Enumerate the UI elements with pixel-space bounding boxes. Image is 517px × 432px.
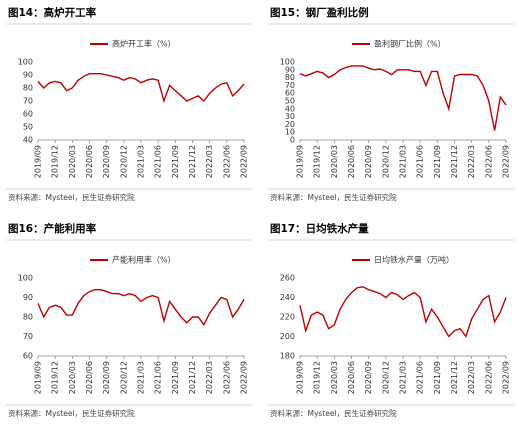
x-tick-label: 2020/09 xyxy=(364,361,373,394)
x-tick-label: 2019/12 xyxy=(313,145,322,178)
x-tick-label: 2020/12 xyxy=(119,361,128,394)
y-tick-label: 90 xyxy=(285,65,295,74)
x-tick-label: 2019/09 xyxy=(34,145,43,178)
x-tick-label: 2020/09 xyxy=(364,145,373,178)
x-tick-label: 2021/09 xyxy=(171,145,180,178)
x-tick-label: 2021/09 xyxy=(433,145,442,178)
x-tick-label: 2019/12 xyxy=(51,145,60,178)
y-tick-label: 80 xyxy=(23,313,33,322)
x-tick-label: 2020/03 xyxy=(68,361,77,394)
chart-title: 图16：产能利用率 xyxy=(8,222,97,235)
x-tick-label: 2021/03 xyxy=(137,145,146,178)
x-tick-label: 2020/03 xyxy=(330,361,339,394)
y-tick-label: 60 xyxy=(23,110,33,119)
y-tick-label: 200 xyxy=(280,332,295,341)
x-tick-label: 2021/12 xyxy=(450,145,459,178)
chart-title: 图15：钢厂盈利比例 xyxy=(270,6,369,19)
legend-label: 日均铁水产量（万吨） xyxy=(374,255,454,265)
x-tick-label: 2022/09 xyxy=(502,361,511,394)
chart-title: 图17：日均铁水产量 xyxy=(270,222,369,235)
x-tick-label: 2022/06 xyxy=(222,361,231,394)
y-tick-label: 40 xyxy=(23,136,33,145)
x-tick-label: 2021/06 xyxy=(416,145,425,178)
y-tick-label: 90 xyxy=(23,71,33,80)
x-tick-label: 2020/12 xyxy=(119,145,128,178)
source-note: 资料来源：Mysteel，民生证券研究院 xyxy=(8,192,135,202)
y-tick-label: 50 xyxy=(23,123,33,132)
x-tick-label: 2021/12 xyxy=(188,361,197,394)
x-tick-label: 2021/06 xyxy=(416,361,425,394)
x-tick-label: 2021/03 xyxy=(399,361,408,394)
source-note: 资料来源：Mysteel，民生证券研究院 xyxy=(270,408,397,418)
y-tick-label: 60 xyxy=(23,352,33,361)
x-tick-label: 2019/09 xyxy=(296,361,305,394)
y-tick-label: 260 xyxy=(280,274,295,283)
y-tick-label: 100 xyxy=(18,58,33,67)
x-tick-label: 2022/06 xyxy=(484,145,493,178)
y-tick-label: 30 xyxy=(285,112,295,121)
series-line xyxy=(37,73,245,104)
y-tick-label: 0 xyxy=(290,136,295,145)
x-tick-label: 2020/09 xyxy=(102,145,111,178)
series-line xyxy=(299,65,507,131)
y-tick-label: 70 xyxy=(23,332,33,341)
y-tick-label: 90 xyxy=(23,293,33,302)
series-line xyxy=(299,286,507,339)
legend-label: 产能利用率（%） xyxy=(112,255,176,265)
x-tick-label: 2019/09 xyxy=(34,361,43,394)
y-tick-label: 70 xyxy=(23,97,33,106)
y-tick-label: 20 xyxy=(285,120,295,129)
x-tick-label: 2022/03 xyxy=(467,145,476,178)
x-tick-label: 2022/03 xyxy=(205,361,214,394)
y-tick-label: 10 xyxy=(285,128,295,137)
x-tick-label: 2021/03 xyxy=(399,145,408,178)
y-tick-label: 220 xyxy=(280,313,295,322)
y-tick-label: 50 xyxy=(285,97,295,106)
x-tick-label: 2020/06 xyxy=(347,361,356,394)
x-tick-label: 2021/12 xyxy=(450,361,459,394)
x-tick-label: 2020/06 xyxy=(347,145,356,178)
x-tick-label: 2021/12 xyxy=(188,145,197,178)
x-tick-label: 2019/09 xyxy=(296,145,305,178)
x-tick-label: 2022/09 xyxy=(502,145,511,178)
source-note: 资料来源：Mysteel，民生证券研究院 xyxy=(270,192,397,202)
x-tick-label: 2020/12 xyxy=(381,361,390,394)
x-tick-label: 2022/06 xyxy=(222,145,231,178)
x-tick-label: 2021/09 xyxy=(171,361,180,394)
x-tick-label: 2022/09 xyxy=(240,361,249,394)
x-tick-label: 2021/03 xyxy=(137,361,146,394)
y-tick-label: 240 xyxy=(280,293,295,302)
series-line xyxy=(37,289,245,327)
x-tick-label: 2019/12 xyxy=(51,361,60,394)
x-tick-label: 2020/03 xyxy=(330,145,339,178)
x-tick-label: 2020/06 xyxy=(85,145,94,178)
x-tick-label: 2021/09 xyxy=(433,361,442,394)
y-tick-label: 100 xyxy=(280,58,295,67)
x-tick-label: 2020/06 xyxy=(85,361,94,394)
x-tick-label: 2020/03 xyxy=(68,145,77,178)
y-tick-label: 100 xyxy=(18,274,33,283)
x-tick-label: 2022/03 xyxy=(205,145,214,178)
legend-label: 高炉开工率（%） xyxy=(112,39,176,49)
y-tick-label: 70 xyxy=(285,81,295,90)
x-tick-label: 2022/03 xyxy=(467,361,476,394)
x-tick-label: 2022/06 xyxy=(484,361,493,394)
x-tick-label: 2020/09 xyxy=(102,361,111,394)
y-tick-label: 80 xyxy=(285,73,295,82)
x-tick-label: 2020/12 xyxy=(381,145,390,178)
x-tick-label: 2019/12 xyxy=(313,361,322,394)
y-tick-label: 60 xyxy=(285,89,295,98)
y-tick-label: 180 xyxy=(280,352,295,361)
legend-label: 盈利钢厂比例（%） xyxy=(374,39,446,49)
y-tick-label: 80 xyxy=(23,84,33,93)
source-note: 资料来源：Mysteel，民生证券研究院 xyxy=(8,408,135,418)
x-tick-label: 2022/09 xyxy=(240,145,249,178)
y-tick-label: 40 xyxy=(285,104,295,113)
chart-title: 图14：高炉开工率 xyxy=(8,6,97,19)
x-tick-label: 2021/06 xyxy=(154,361,163,394)
x-tick-label: 2021/06 xyxy=(154,145,163,178)
